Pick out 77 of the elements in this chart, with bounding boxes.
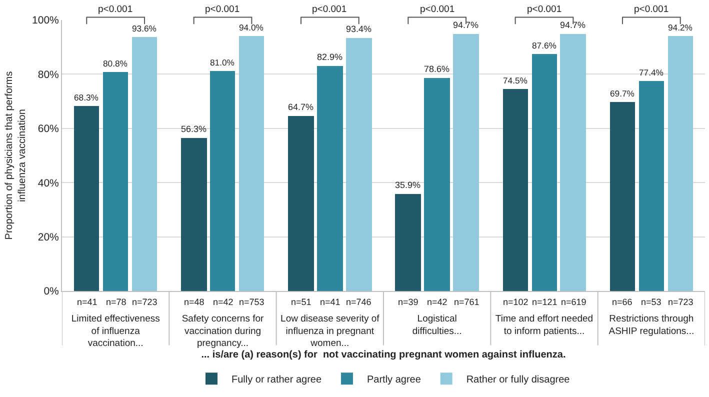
text: p<0.001 [312,4,347,15]
bar [668,36,693,291]
bar [288,116,314,291]
text: n=42 [427,297,448,307]
y-tick-label: 60% [38,123,59,136]
text: n=746 [346,297,372,307]
bar [453,34,479,291]
x-tick-label: Low disease severity of influenza in pregnant women... [280,313,380,350]
bar [74,106,99,291]
text: n=723 [668,297,694,307]
text: n=41 [320,297,340,307]
y-tick-label: 80% [38,68,59,81]
text: p<0.001 [420,4,455,15]
x-tick-label: Limited effectiveness of influenza vaccination... [71,313,160,350]
y-axis-title: Proportion of physicians that performs influenza vaccination [4,71,28,240]
text: n=48 [184,297,204,307]
data-label: 81.0% [210,57,235,68]
data-label: 74.5% [503,75,528,86]
legend-label: Rather or fully disagree [466,374,570,386]
bar [317,66,343,291]
legend-label: Fully or rather agree [232,374,322,386]
text: n=39 [398,297,418,307]
data-label: 78.6% [424,64,450,74]
bar [560,34,586,291]
data-label: 94.7% [453,20,478,30]
bar [639,81,664,291]
data-label: 87.6% [532,40,557,50]
text: n=619 [561,297,586,307]
data-label: 56.3% [181,124,206,134]
text: n=66 [612,297,632,307]
text: n=42 [213,297,234,307]
bar [239,36,264,291]
bar [181,138,207,291]
data-label: 35.9% [395,180,420,190]
text: p<0.001 [634,4,669,15]
y-tick-label: 0% [44,286,59,298]
text: n=41 [77,297,98,307]
legend-label: Partly agree [366,374,422,386]
y-tick-label: 40% [38,177,59,190]
bar [610,102,635,291]
y-tick-label: 100% [32,14,59,27]
data-label: 93.4% [346,24,372,34]
data-label: 94.7% [560,20,586,30]
bar [395,194,421,291]
text: n=121 [532,297,558,307]
x-tick-label: Logistical difficulties... [412,313,462,337]
text: n=723 [132,297,158,307]
data-label: 82.9% [317,52,342,62]
bar [210,71,235,291]
bar [532,54,557,291]
bar [132,37,157,291]
text: n=53 [641,297,662,307]
y-tick-label: 20% [38,231,59,244]
text: p<0.001 [205,4,240,15]
x-tick-label: Safety concerns for vaccination during pregnancy... [182,313,264,350]
text: n=753 [239,297,264,307]
x-tick-label: Restrictions through ASHIP regulations... [608,313,694,337]
x-axis-title: ... is/are (a) reason(s) for not vaccinating pregnant women against influenza. [201,350,566,361]
text: n=761 [454,297,480,307]
data-label: 68.3% [74,92,99,102]
x-tick-label: Time and effort needed to inform patients... [495,313,594,337]
bar [503,89,528,291]
data-label: 64.7% [288,102,314,112]
text: n=78 [106,297,126,307]
data-label: 94.0% [239,22,264,32]
text: n=102 [503,297,528,307]
bar [103,72,128,291]
data-label: 69.7% [610,88,635,98]
text: p<0.001 [98,4,133,15]
text: n=51 [291,297,312,307]
data-label: 94.2% [668,22,693,32]
data-label: 93.6% [132,23,157,34]
text: p<0.001 [527,4,562,15]
bar [424,78,450,291]
data-label: 80.8% [103,58,128,68]
data-label: 77.4% [639,67,664,78]
bar [346,38,372,291]
